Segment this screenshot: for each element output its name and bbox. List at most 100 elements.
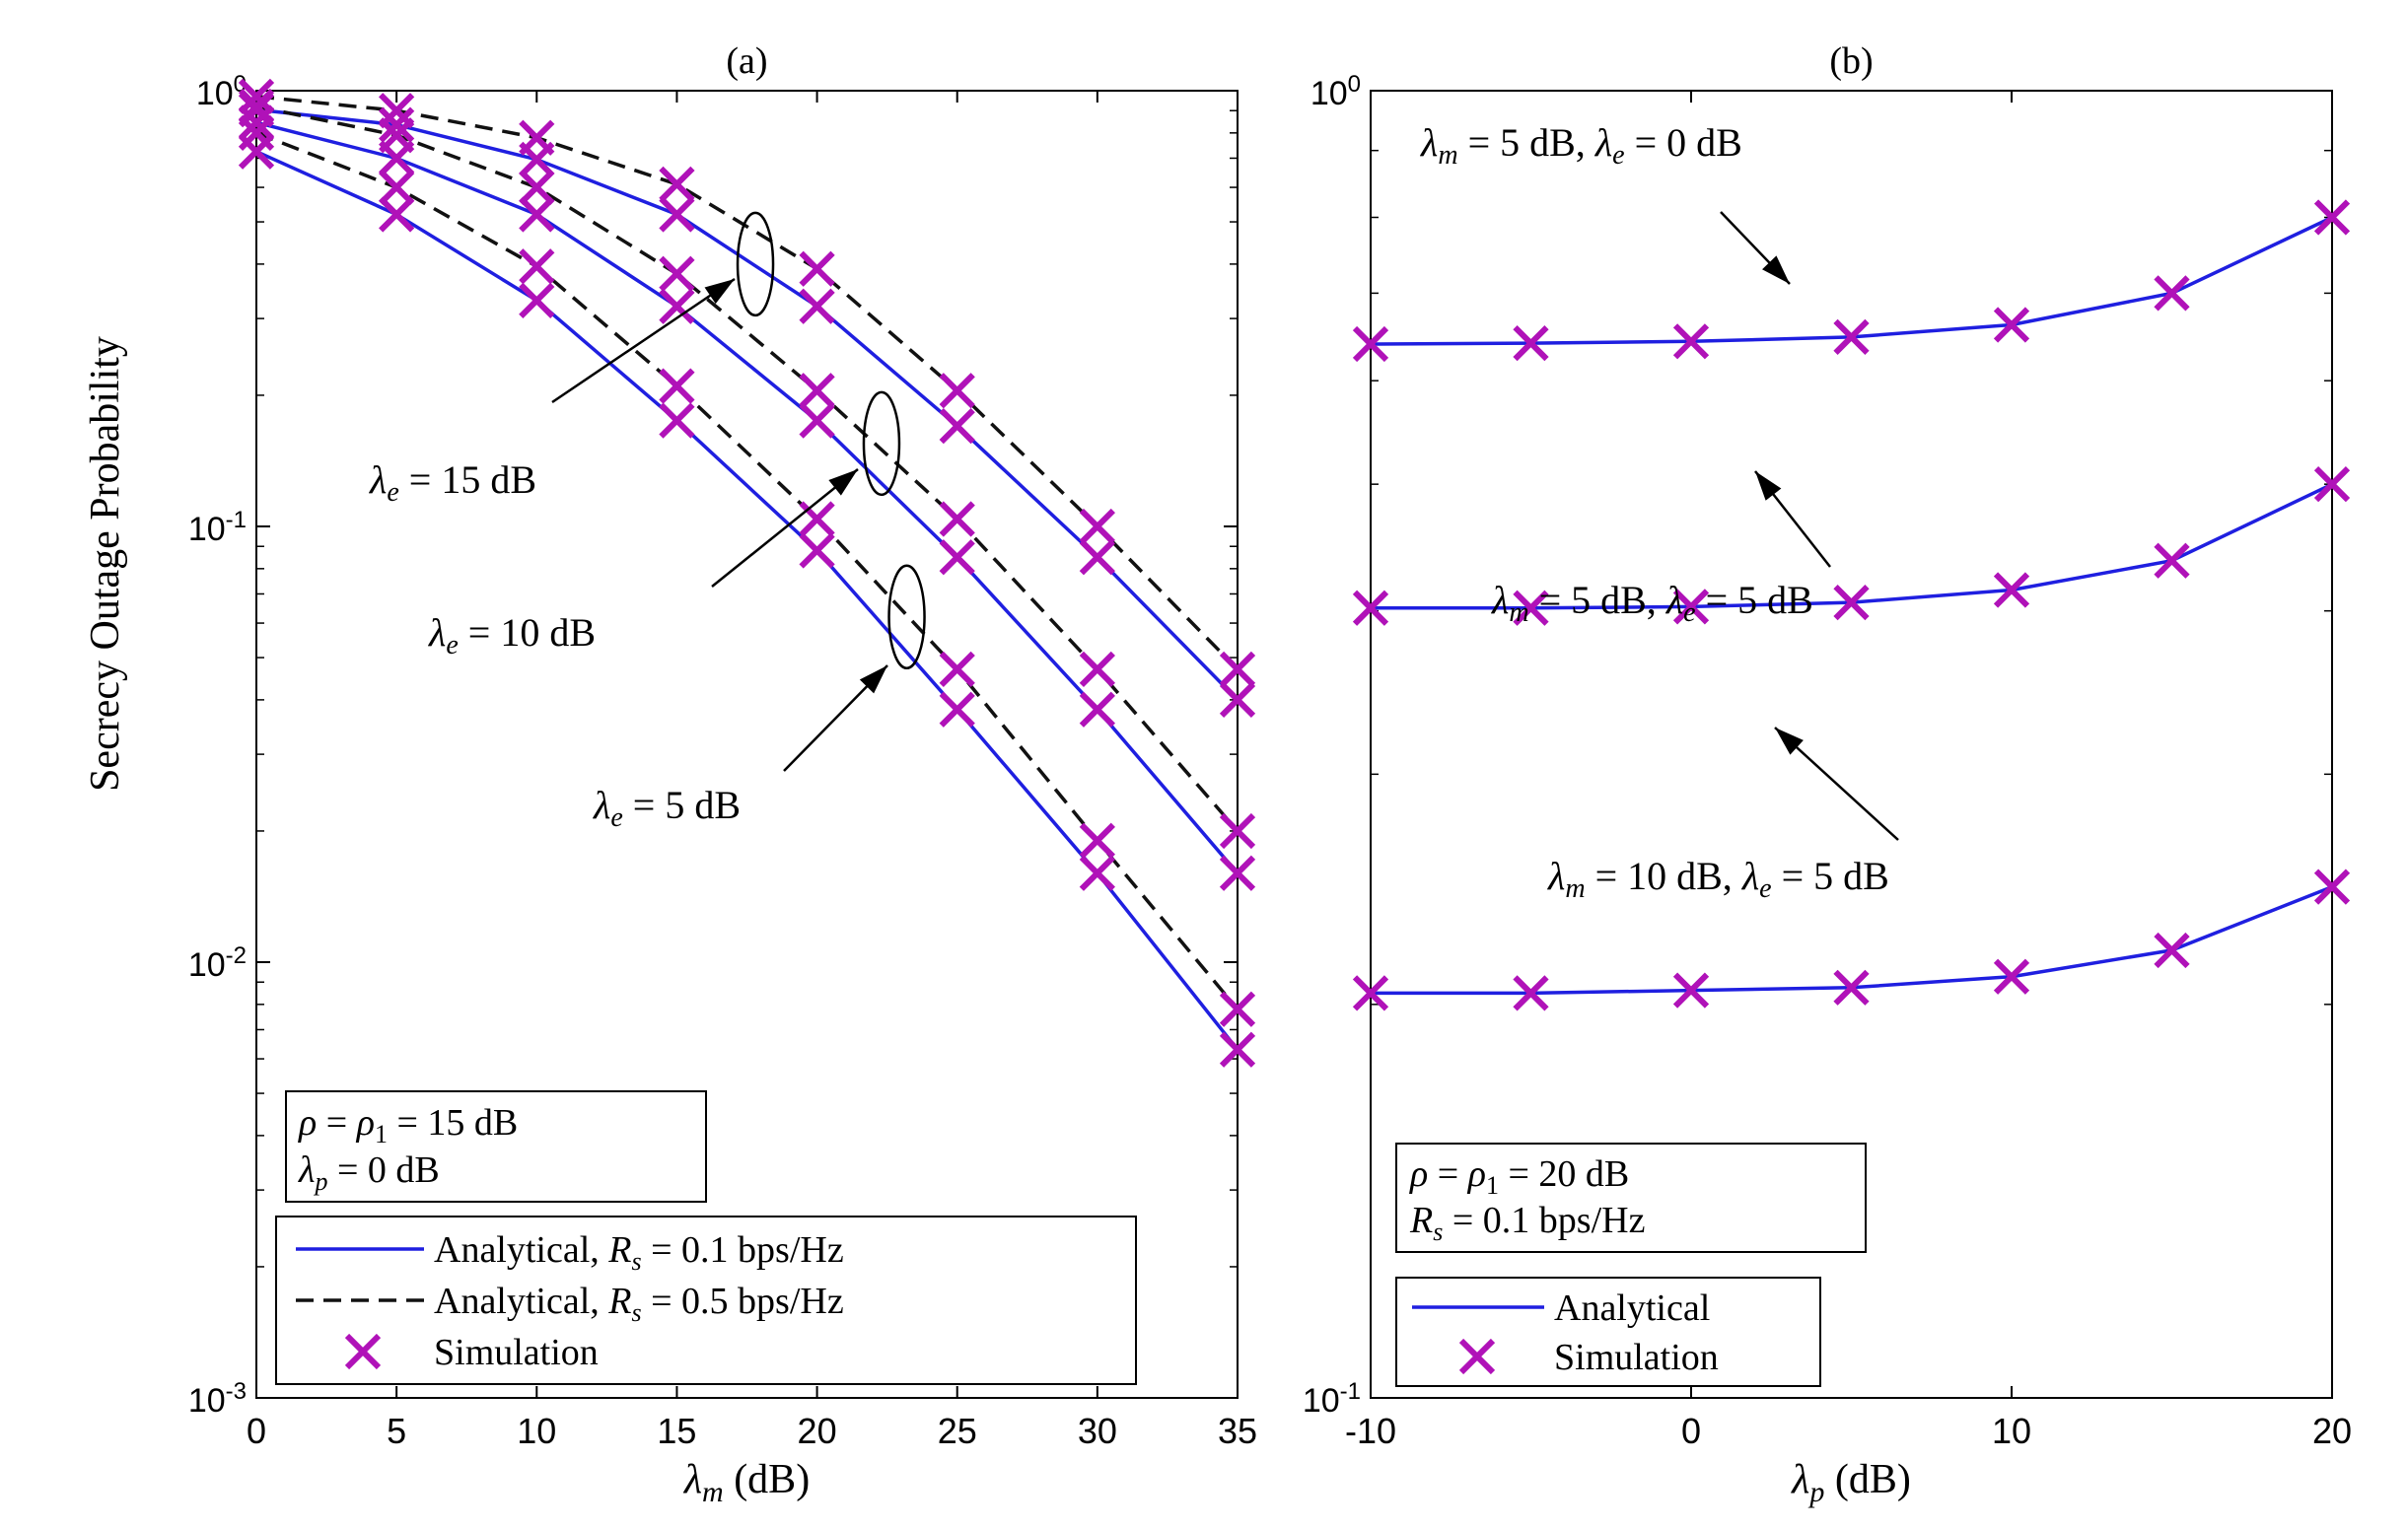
simulation-marker bbox=[939, 501, 975, 537]
series-line-2 bbox=[255, 95, 1239, 671]
simulation-marker bbox=[1833, 584, 1870, 621]
simulation-marker bbox=[1513, 975, 1549, 1011]
simulation-marker bbox=[238, 88, 275, 125]
simulation-marker bbox=[379, 117, 415, 154]
x-tick-label: 0 bbox=[1681, 1411, 1701, 1451]
annotation-arrow-head bbox=[1775, 728, 1804, 755]
simulation-marker bbox=[519, 248, 555, 285]
simulation-marker bbox=[1219, 812, 1256, 850]
lambda-annotation: λm = 10 dB, λe = 5 dB bbox=[1547, 854, 1889, 904]
y-tick-label: 10-1 bbox=[1303, 1378, 1361, 1421]
simulation-marker bbox=[939, 539, 975, 576]
parameter-rho: ρ = ρ1 = 15 dB bbox=[298, 1102, 518, 1148]
series-line-6 bbox=[255, 131, 1239, 1010]
simulation-marker bbox=[238, 104, 275, 141]
simulation-marker bbox=[2313, 466, 2351, 503]
simulation-marker bbox=[1833, 969, 1870, 1006]
x-tick-label: -10 bbox=[1345, 1411, 1396, 1451]
simulation-marker bbox=[1079, 508, 1115, 545]
simulation-marker bbox=[939, 373, 975, 409]
simulation-marker bbox=[799, 288, 835, 324]
simulation-marker bbox=[939, 691, 975, 728]
simulation-marker bbox=[238, 78, 275, 114]
subplot-label: (b) bbox=[1829, 40, 1873, 82]
x-axis-label: λm (dB) bbox=[682, 1457, 810, 1508]
simulation-marker bbox=[799, 373, 835, 409]
annotation-arrow bbox=[711, 468, 859, 588]
simulation-marker bbox=[659, 196, 695, 233]
simulation-marker bbox=[1079, 651, 1115, 688]
simulation-marker bbox=[1079, 855, 1115, 891]
curve-group-ellipse bbox=[736, 211, 775, 317]
parameter-lambda-p: λp = 0 dB bbox=[298, 1149, 440, 1196]
lambda-annotation: λm = 5 dB, λe = 5 dB bbox=[1491, 578, 1813, 628]
simulation-marker bbox=[1079, 822, 1115, 859]
simulation-marker bbox=[1219, 855, 1256, 891]
x-tick-label: 25 bbox=[938, 1411, 977, 1451]
simulation-marker bbox=[1993, 572, 2030, 608]
simulation-marker bbox=[1219, 681, 1256, 719]
lambda-e-annotation: λe = 15 dB bbox=[369, 457, 536, 508]
simulation-marker bbox=[1219, 991, 1256, 1027]
simulation-marker bbox=[519, 196, 555, 233]
annotation-arrow-head bbox=[704, 279, 735, 305]
annotation-arrow-head bbox=[859, 665, 887, 694]
legend-label: Analytical bbox=[1554, 1287, 1710, 1329]
simulation-marker bbox=[1672, 589, 1710, 625]
simulation-marker bbox=[799, 501, 835, 537]
annotation-arrow bbox=[551, 277, 736, 404]
lambda-e-annotation: λe = 10 dB bbox=[428, 610, 596, 661]
x-tick-label: 20 bbox=[2312, 1411, 2352, 1451]
parameter-box bbox=[285, 1090, 707, 1203]
simulation-marker bbox=[659, 166, 695, 203]
simulation-marker bbox=[659, 288, 695, 324]
lambda-annotation: λm = 5 dB, λe = 0 dB bbox=[1420, 120, 1742, 171]
legend-label: Simulation bbox=[434, 1332, 599, 1373]
simulation-marker bbox=[2154, 542, 2190, 579]
legend-label: Simulation bbox=[1554, 1337, 1719, 1378]
simulation-marker bbox=[379, 169, 415, 206]
simulation-marker bbox=[379, 196, 415, 233]
simulation-marker bbox=[659, 255, 695, 292]
x-tick-label: 0 bbox=[247, 1411, 266, 1451]
y-tick-label: 100 bbox=[1310, 71, 1361, 113]
subplot-label: (a) bbox=[726, 40, 767, 82]
simulation-marker bbox=[1993, 958, 2030, 995]
simulation-marker bbox=[939, 651, 975, 688]
x-tick-label: 20 bbox=[798, 1411, 837, 1451]
legend-label: Analytical, Rs = 0.1 bps/Hz bbox=[434, 1229, 844, 1276]
parameter-rho: ρ = ρ1 = 20 dB bbox=[1409, 1153, 1629, 1200]
x-tick-label: 5 bbox=[387, 1411, 406, 1451]
y-axis-label: Secrecy Outage Probability bbox=[83, 336, 128, 792]
series-line-4 bbox=[255, 104, 1239, 833]
series-line-3 bbox=[255, 120, 1239, 874]
x-tick-label: 35 bbox=[1218, 1411, 1257, 1451]
simulation-marker bbox=[1352, 325, 1389, 363]
x-axis-label: λp (dB) bbox=[1790, 1457, 1911, 1508]
simulation-marker bbox=[1513, 590, 1549, 626]
simulation-marker bbox=[1352, 975, 1389, 1011]
simulation-marker bbox=[659, 402, 695, 439]
simulation-marker bbox=[1993, 307, 2030, 343]
legend-marker-simulation bbox=[344, 1333, 382, 1370]
y-tick-label: 10-1 bbox=[188, 507, 247, 549]
panel-a: 0 5 10 15 20 25 30 35 100 10-1 10-2 10-3 (a) λm (dB) λ… bbox=[188, 40, 1257, 1508]
simulation-marker bbox=[2154, 932, 2190, 969]
simulation-marker bbox=[238, 114, 275, 151]
y-tick-label: 10-2 bbox=[188, 942, 247, 985]
simulation-marker bbox=[1513, 324, 1549, 362]
series-line-5 bbox=[255, 150, 1239, 1051]
curve-group-ellipse bbox=[887, 564, 926, 670]
parameter-box bbox=[1395, 1143, 1867, 1253]
panel-b: -10 0 10 20 100 10-1 (b) λp (dB) λm = 5 dB, λe =… bbox=[1303, 40, 2352, 1508]
y-tick-label: 100 bbox=[196, 71, 247, 113]
annotation-arrow-head bbox=[828, 469, 858, 496]
simulation-marker bbox=[1352, 590, 1389, 626]
legend-label: Analytical, Rs = 0.5 bps/Hz bbox=[434, 1281, 844, 1327]
parameter-rate: Rs = 0.1 bps/Hz bbox=[1409, 1200, 1645, 1246]
simulation-marker bbox=[2154, 275, 2190, 312]
simulation-marker bbox=[519, 169, 555, 206]
series-line-1 bbox=[255, 107, 1239, 702]
simulation-marker bbox=[1672, 323, 1710, 360]
curve-group-ellipse bbox=[862, 390, 901, 497]
